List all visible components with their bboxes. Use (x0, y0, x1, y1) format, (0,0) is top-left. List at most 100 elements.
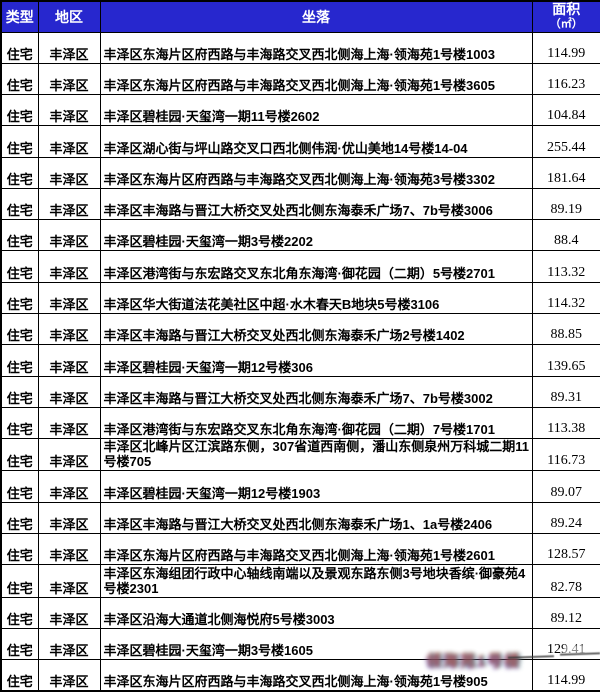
area-cell: 89.12 (531, 596, 600, 629)
area-cell: 113.32 (531, 250, 600, 283)
location-cell: 丰泽区东海片区府西路与丰海路交叉西北侧海上海·领海苑1号楼905 (99, 659, 533, 692)
table-row: 住宅 丰泽区 丰泽区东海片区府西路与丰海路交叉西北侧海上海·领海苑3号楼3302 18… (0, 156, 600, 189)
location-cell: 丰泽区东海片区府西路与丰海路交叉西北侧海上海·领海苑1号楼1003 (99, 31, 533, 64)
table-row: 住宅 丰泽区 丰泽区丰海路与晋江大桥交叉处西北侧东海泰禾广场7、7b号楼3002 89… (0, 375, 600, 408)
district-cell: 丰泽区 (37, 219, 101, 252)
area-cell: 129.41 (531, 627, 600, 661)
header-area-line2: （㎡） (549, 18, 583, 31)
district-cell: 丰泽区 (37, 532, 101, 566)
district-cell: 丰泽区 (37, 62, 101, 96)
area-cell: 128.57 (531, 532, 600, 566)
header-location: 坐落 (99, 0, 533, 33)
table-row: 住宅 丰泽区 丰泽区北峰片区江滨路东侧，307省道西南侧，潘山东侧泉州万科城二期11… (0, 438, 600, 472)
area-cell: 116.23 (531, 62, 600, 96)
header-district: 地区 (37, 0, 101, 33)
type-cell: 住宅 (0, 156, 39, 189)
location-cell: 丰泽区北峰片区江滨路东侧，307省道西南侧，潘山东侧泉州万科城二期11号楼705 (99, 438, 533, 472)
district-cell: 丰泽区 (37, 187, 101, 221)
district-cell: 丰泽区 (37, 596, 101, 629)
area-cell: 114.32 (531, 281, 600, 315)
type-cell: 住宅 (0, 438, 39, 472)
location-cell: 丰泽区碧桂园·天玺湾一期3号楼2202 (99, 219, 533, 252)
district-cell: 丰泽区 (37, 564, 101, 598)
table-row: 住宅 丰泽区 丰泽区湖心街与坪山路交叉口西北侧伟润·优山美地14号楼14-04 255… (0, 125, 600, 158)
district-cell: 丰泽区 (37, 31, 101, 64)
location-cell: 丰泽区东海片区府西路与丰海路交叉西北侧海上海·领海苑3号楼3302 (99, 156, 533, 189)
type-cell: 住宅 (0, 313, 39, 346)
location-cell: 丰泽区东海片区府西路与丰海路交叉西北侧海上海·领海苑1号楼3605 (99, 62, 533, 96)
table-row: 住宅 丰泽区 丰泽区丰海路与晋江大桥交叉处西北侧东海泰禾广场2号楼1402 88.85 (0, 313, 600, 346)
table-row: 住宅 丰泽区 丰泽区沿海大通道北侧海悦府5号楼3003 89.12 (0, 596, 600, 629)
type-cell: 住宅 (0, 564, 39, 598)
district-cell: 丰泽区 (37, 438, 101, 472)
location-cell: 丰泽区港湾街与东宏路交叉东北角东海湾·御花园（二期）5号楼2701 (99, 250, 533, 283)
table-row: 住宅 丰泽区 丰泽区东海片区府西路与丰海路交叉西北侧海上海·领海苑1号楼1003 11… (0, 31, 600, 64)
district-cell: 丰泽区 (37, 156, 101, 189)
location-cell: 丰泽区东海片区府西路与丰海路交叉西北侧海上海·领海苑1号楼2601 (99, 532, 533, 566)
type-cell: 住宅 (0, 375, 39, 408)
location-cell: 丰泽区华大街道法花美社区中超·水木春天B地块5号楼3106 (99, 281, 533, 315)
district-cell: 丰泽区 (37, 627, 101, 661)
table-row: 住宅 丰泽区 丰泽区碧桂园·天玺湾一期3号楼2202 88.4 (0, 219, 600, 252)
area-cell: 181.64 (531, 156, 600, 189)
table-row: 住宅 丰泽区 丰泽区东海片区府西路与丰海路交叉西北侧海上海·领海苑1号楼3605 11… (0, 62, 600, 96)
location-cell: 丰泽区沿海大通道北侧海悦府5号楼3003 (99, 596, 533, 629)
location-cell: 丰泽区东海组团行政中心轴线南端以及景观东路东侧3号地块香缤·御豪苑4号楼2301 (99, 564, 533, 598)
table-row: 住宅 丰泽区 丰泽区碧桂园·天玺湾一期11号楼2602 104.84 (0, 94, 600, 127)
area-cell: 116.73 (531, 438, 600, 472)
table-body: 住宅 丰泽区 丰泽区东海片区府西路与丰海路交叉西北侧海上海·领海苑1号楼1003 11… (0, 31, 600, 692)
location-cell: 丰泽区碧桂园·天玺湾一期12号楼306 (99, 344, 533, 377)
district-cell: 丰泽区 (37, 375, 101, 408)
table-row: 住宅 丰泽区 丰泽区碧桂园·天玺湾一期3号楼1605 129.41 (0, 627, 600, 661)
location-cell: 丰泽区丰海路与晋江大桥交叉处西北侧东海泰禾广场2号楼1402 (99, 313, 533, 346)
type-cell: 住宅 (0, 501, 39, 535)
type-cell: 住宅 (0, 344, 39, 377)
district-cell: 丰泽区 (37, 470, 101, 503)
district-cell: 丰泽区 (37, 281, 101, 315)
type-cell: 住宅 (0, 187, 39, 221)
table-row: 住宅 丰泽区 丰泽区碧桂园·天玺湾一期12号楼1903 89.07 (0, 470, 600, 503)
type-cell: 住宅 (0, 406, 39, 440)
district-cell: 丰泽区 (37, 313, 101, 346)
district-cell: 丰泽区 (37, 659, 101, 692)
area-cell: 89.24 (531, 501, 600, 535)
type-cell: 住宅 (0, 94, 39, 127)
header-type: 类型 (0, 0, 39, 33)
table-row: 住宅 丰泽区 丰泽区港湾街与东宏路交叉东北角东海湾·御花园（二期）7号楼1701 11… (0, 406, 600, 440)
table-row: 住宅 丰泽区 丰泽区东海组团行政中心轴线南端以及景观东路东侧3号地块香缤·御豪苑4号… (0, 564, 600, 598)
area-cell: 82.78 (531, 564, 600, 598)
location-cell: 丰泽区湖心街与坪山路交叉口西北侧伟润·优山美地14号楼14-04 (99, 125, 533, 158)
type-cell: 住宅 (0, 31, 39, 64)
location-cell: 丰泽区碧桂园·天玺湾一期3号楼1605 (99, 627, 533, 661)
area-cell: 88.85 (531, 313, 600, 346)
type-cell: 住宅 (0, 125, 39, 158)
table-row: 住宅 丰泽区 丰泽区丰海路与晋江大桥交叉处西北侧东海泰禾广场7、7b号楼3006 89… (0, 187, 600, 221)
area-cell: 139.65 (531, 344, 600, 377)
area-cell: 255.44 (531, 125, 600, 158)
header-area: 面积 （㎡） (531, 0, 600, 33)
district-cell: 丰泽区 (37, 94, 101, 127)
area-cell: 114.99 (531, 659, 600, 692)
table-row: 住宅 丰泽区 丰泽区碧桂园·天玺湾一期12号楼306 139.65 (0, 344, 600, 377)
location-cell: 丰泽区丰海路与晋江大桥交叉处西北侧东海泰禾广场7、7b号楼3002 (99, 375, 533, 408)
district-cell: 丰泽区 (37, 344, 101, 377)
type-cell: 住宅 (0, 596, 39, 629)
type-cell: 住宅 (0, 470, 39, 503)
table-row: 住宅 丰泽区 丰泽区丰海路与晋江大桥交叉处西北侧东海泰禾广场1、1a号楼2406 89… (0, 501, 600, 535)
type-cell: 住宅 (0, 250, 39, 283)
table-row: 住宅 丰泽区 丰泽区东海片区府西路与丰海路交叉西北侧海上海·领海苑1号楼905 114… (0, 659, 600, 692)
location-cell: 丰泽区港湾街与东宏路交叉东北角东海湾·御花园（二期）7号楼1701 (99, 406, 533, 440)
location-cell: 丰泽区碧桂园·天玺湾一期11号楼2602 (99, 94, 533, 127)
type-cell: 住宅 (0, 62, 39, 96)
header-row: 类型 地区 坐落 面积 （㎡） (0, 0, 600, 33)
area-cell: 89.31 (531, 375, 600, 408)
table-row: 住宅 丰泽区 丰泽区东海片区府西路与丰海路交叉西北侧海上海·领海苑1号楼2601 12… (0, 532, 600, 566)
type-cell: 住宅 (0, 219, 39, 252)
district-cell: 丰泽区 (37, 501, 101, 535)
location-cell: 丰泽区丰海路与晋江大桥交叉处西北侧东海泰禾广场7、7b号楼3006 (99, 187, 533, 221)
area-cell: 113.38 (531, 406, 600, 440)
type-cell: 住宅 (0, 532, 39, 566)
district-cell: 丰泽区 (37, 125, 101, 158)
